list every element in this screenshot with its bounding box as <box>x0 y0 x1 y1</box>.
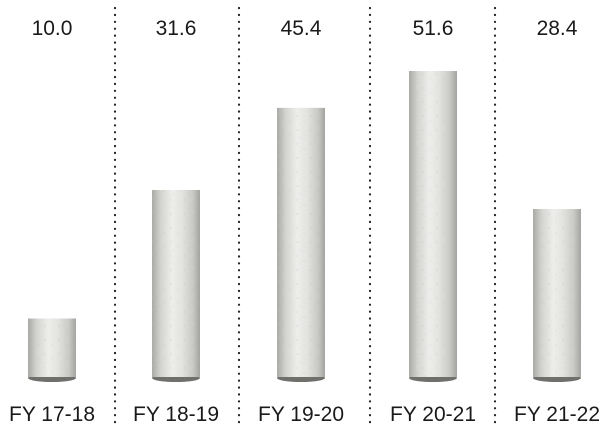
category-label-fy-20-21: FY 20-21 <box>390 403 476 426</box>
separator-group <box>113 6 497 428</box>
category-labels: FY 17-18 FY 18-19 FY 19-20 FY 20-21 FY 2… <box>9 403 600 426</box>
bar-texture <box>533 209 581 377</box>
value-label-fy-19-20: 45.4 <box>281 17 322 40</box>
bar-texture <box>152 189 200 377</box>
bar-texture <box>409 70 457 377</box>
value-label-fy-20-21: 51.6 <box>413 17 454 40</box>
bar-fy-21-22 <box>533 209 581 382</box>
bar-texture <box>277 107 325 378</box>
category-label-fy-18-19: FY 18-19 <box>133 403 219 426</box>
value-label-fy-18-19: 31.6 <box>156 17 197 40</box>
bar-fy-20-21 <box>409 70 457 382</box>
category-label-fy-21-22: FY 21-22 <box>514 403 600 426</box>
bar-fy-18-19 <box>152 189 200 382</box>
value-labels: 10.0 31.6 45.4 51.6 28.4 <box>32 17 578 40</box>
bars-group <box>28 70 581 382</box>
bar-fy-17-18 <box>28 318 76 382</box>
bar-texture <box>28 318 76 377</box>
bar-fy-19-20 <box>277 107 325 382</box>
category-label-fy-17-18: FY 17-18 <box>9 403 95 426</box>
value-label-fy-21-22: 28.4 <box>537 17 578 40</box>
value-label-fy-17-18: 10.0 <box>32 17 73 40</box>
category-label-fy-19-20: FY 19-20 <box>258 403 344 426</box>
